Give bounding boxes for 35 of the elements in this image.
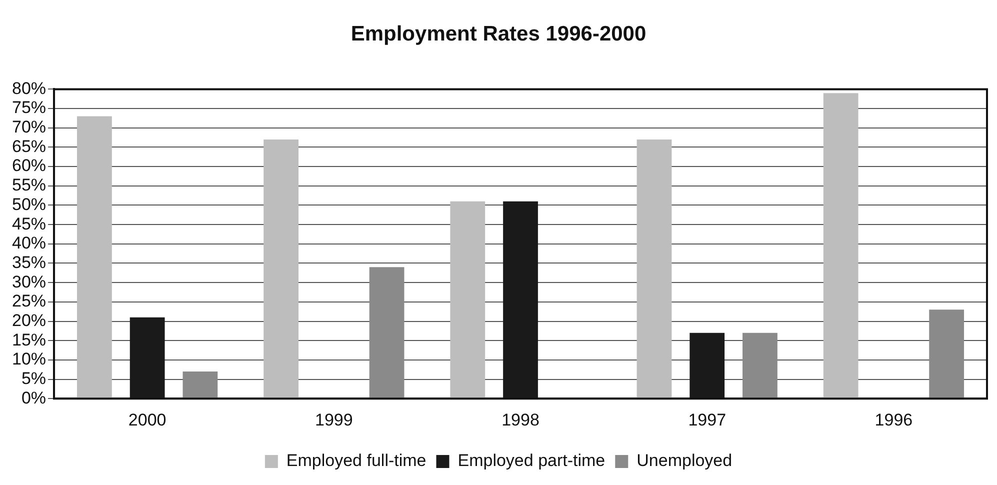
bar bbox=[182, 372, 218, 398]
bar bbox=[77, 116, 112, 398]
y-tick-label: 50% bbox=[12, 194, 46, 214]
y-tick-label: 30% bbox=[12, 272, 46, 292]
y-tick-label: 25% bbox=[12, 292, 46, 311]
x-tick-label: 1997 bbox=[688, 410, 726, 430]
bar bbox=[636, 139, 672, 398]
legend-label: Unemployed bbox=[636, 451, 732, 470]
y-tick-label: 65% bbox=[12, 136, 46, 156]
y-tick-label: 15% bbox=[12, 330, 46, 350]
bar bbox=[742, 332, 778, 398]
y-tick-label: 80% bbox=[12, 78, 46, 98]
bar bbox=[929, 310, 964, 398]
y-tick-label: 70% bbox=[12, 118, 46, 137]
y-tick-label: 60% bbox=[12, 156, 46, 176]
bar bbox=[264, 139, 298, 398]
y-tick-label: 35% bbox=[12, 252, 46, 272]
y-tick-label: 40% bbox=[12, 234, 46, 253]
y-tick-label: 45% bbox=[12, 214, 46, 234]
y-tick-label: 10% bbox=[12, 350, 46, 369]
bar bbox=[823, 93, 858, 398]
x-tick-label: 1998 bbox=[502, 410, 540, 430]
x-tick-label: 1999 bbox=[315, 410, 353, 430]
y-tick-label: 20% bbox=[12, 310, 46, 330]
y-tick-label: 55% bbox=[12, 176, 46, 195]
x-tick-label: 2000 bbox=[128, 410, 166, 430]
x-tick-label: 1996 bbox=[874, 410, 913, 430]
y-tick-label: 5% bbox=[21, 368, 46, 388]
bar bbox=[369, 267, 404, 398]
legend-label: Employed full-time bbox=[286, 451, 426, 470]
legend-label: Employed part-time bbox=[458, 451, 606, 470]
y-tick-label: 75% bbox=[12, 98, 46, 118]
bar bbox=[450, 201, 486, 398]
y-tick-label: 0% bbox=[21, 388, 46, 408]
chart-title: Employment Rates 1996-2000 bbox=[350, 22, 646, 46]
